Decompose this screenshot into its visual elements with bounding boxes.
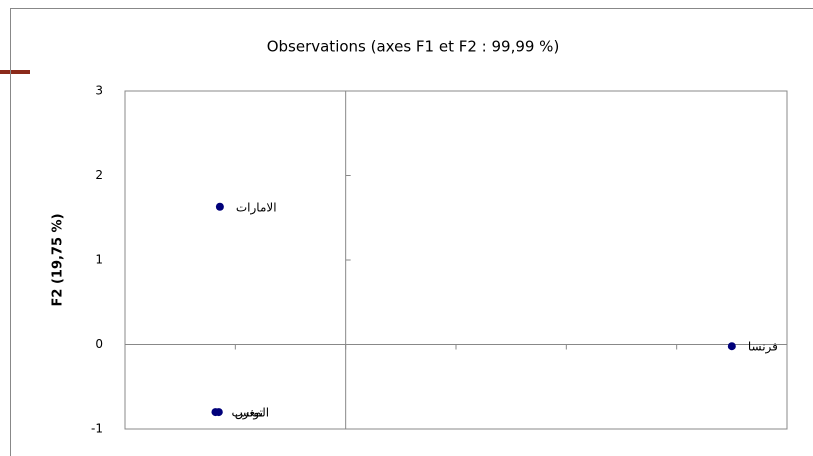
y-tick-label: 0 bbox=[95, 337, 103, 351]
y-tick-label: 3 bbox=[95, 84, 103, 98]
y-tick-label: 1 bbox=[95, 253, 103, 267]
y-tick-label: 2 bbox=[95, 168, 103, 182]
chart-title: Observations (axes F1 et F2 : 99,99 %) bbox=[267, 38, 560, 56]
point bbox=[214, 408, 223, 417]
point-label: الامارات bbox=[236, 200, 277, 215]
point bbox=[215, 202, 224, 211]
point bbox=[727, 342, 736, 351]
point-label: فرنسا bbox=[748, 340, 778, 355]
y-tick-label: -1 bbox=[91, 422, 103, 436]
y-axis-title: F2 (19,75 %) bbox=[51, 213, 66, 306]
plot-area bbox=[124, 90, 788, 430]
point-label: تونس bbox=[235, 406, 263, 421]
chart-border bbox=[10, 8, 813, 456]
window-fragment bbox=[0, 70, 30, 74]
point-label: المغرب bbox=[231, 406, 269, 421]
